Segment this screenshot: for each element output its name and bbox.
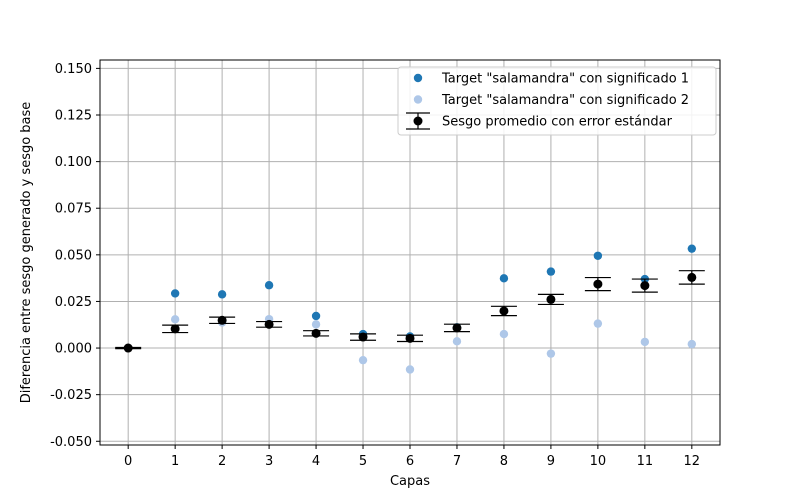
legend-marker xyxy=(413,116,423,126)
x-tick-label: 9 xyxy=(547,454,555,469)
y-tick-label: 0.100 xyxy=(55,155,92,170)
data-point xyxy=(217,290,227,299)
data-point xyxy=(264,281,274,290)
legend-label: Sesgo promedio con error estándar xyxy=(442,115,673,130)
data-point xyxy=(687,244,697,253)
mean-point xyxy=(499,306,509,316)
mean-point xyxy=(358,332,368,342)
x-tick-label: 6 xyxy=(406,454,414,469)
data-point xyxy=(358,355,368,365)
legend: Target "salamandra" con significado 1 Tar… xyxy=(397,66,717,136)
y-tick-label: 0.050 xyxy=(55,248,92,263)
legend-marker xyxy=(413,73,423,83)
mean-point xyxy=(123,343,133,353)
mean-point xyxy=(170,324,180,334)
y-tick-label: -0.025 xyxy=(50,388,92,403)
x-tick-label: 4 xyxy=(312,454,320,469)
mean-point xyxy=(593,279,603,289)
plot-marks xyxy=(115,244,705,374)
data-point xyxy=(546,349,556,358)
legend-item-3: Sesgo promedio con error estándar xyxy=(406,112,673,130)
legend-label: Target "salamandra" con significado 1 xyxy=(441,72,689,87)
data-point xyxy=(499,329,509,339)
data-point xyxy=(170,289,180,298)
data-point xyxy=(593,251,603,260)
y-tick-label: 0.075 xyxy=(55,202,92,217)
y-tick-label: 0.025 xyxy=(55,295,92,310)
y-tick-label: 0.125 xyxy=(55,109,92,124)
data-point xyxy=(170,315,180,324)
data-point xyxy=(687,339,697,349)
legend-item-1: Target "salamandra" con significado 1 xyxy=(413,72,689,87)
mean-point xyxy=(405,333,415,343)
mean-point xyxy=(217,315,227,325)
y-tick-label: 0.000 xyxy=(55,342,92,357)
data-point xyxy=(499,274,509,283)
legend-box xyxy=(397,66,717,136)
legend-marker xyxy=(413,95,423,104)
data-point xyxy=(311,320,321,329)
x-tick-label: 10 xyxy=(590,454,607,469)
x-tick-label: 1 xyxy=(171,454,179,469)
legend-item-2: Target "salamandra" con significado 2 xyxy=(413,93,689,108)
x-axis-label: Capas xyxy=(390,474,430,489)
y-tick-label: -0.050 xyxy=(50,435,92,450)
x-tick-label: 11 xyxy=(637,454,654,469)
y-axis-label: Diferencia entre sesgo generado y sesgo … xyxy=(19,102,34,404)
x-tick-label: 5 xyxy=(359,454,367,469)
mean-point xyxy=(687,272,697,282)
data-point xyxy=(593,319,603,328)
data-point xyxy=(405,365,415,374)
mean-point xyxy=(452,323,462,333)
data-point xyxy=(546,267,556,276)
data-point xyxy=(452,337,462,346)
series-1 xyxy=(170,244,697,341)
mean-point xyxy=(546,294,556,304)
x-tick-label: 8 xyxy=(500,454,508,469)
series-2 xyxy=(170,314,697,374)
data-point xyxy=(311,311,321,321)
series-3 xyxy=(115,270,705,353)
axis-ticks: 0 1 2 3 4 5 6 7 8 9 10 11 12-0.050-0.0250.0000.0250.… xyxy=(50,62,700,469)
y-tick-label: 0.150 xyxy=(55,62,92,77)
mean-point xyxy=(311,328,321,338)
legend-label: Target "salamandra" con significado 2 xyxy=(441,93,689,108)
x-tick-label: 3 xyxy=(265,454,273,469)
mean-point xyxy=(264,319,274,329)
data-point xyxy=(640,337,650,347)
x-tick-label: 12 xyxy=(684,454,701,469)
x-tick-label: 7 xyxy=(453,454,461,469)
mean-point xyxy=(640,281,650,291)
x-tick-label: 0 xyxy=(124,454,132,469)
x-tick-label: 2 xyxy=(218,454,226,469)
